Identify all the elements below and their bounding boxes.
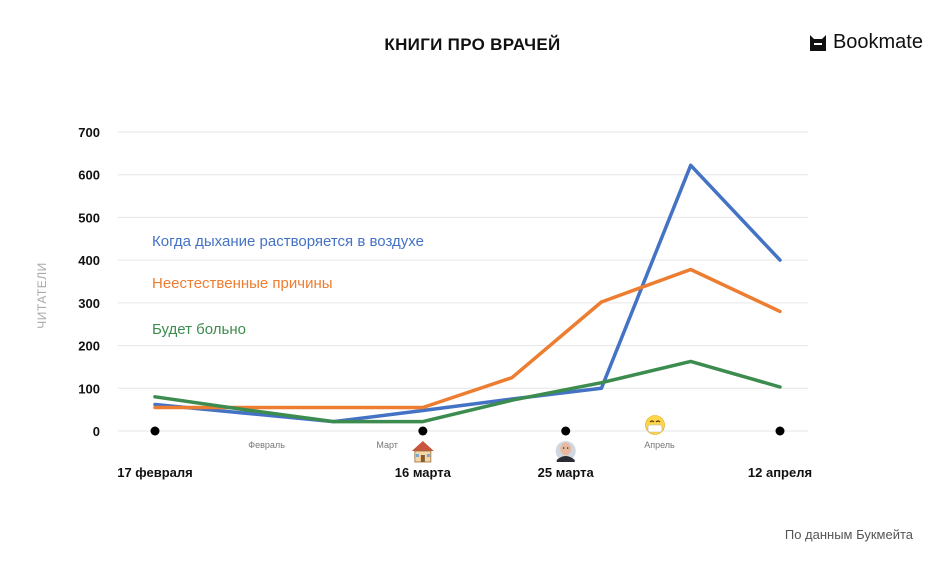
chart-title: КНИГИ ПРО ВРАЧЕЙ xyxy=(384,35,561,54)
brand-name: Bookmate xyxy=(832,31,923,53)
y-tick-label: 500 xyxy=(78,210,100,225)
y-tick-label: 700 xyxy=(78,125,100,140)
y-axis-label: ЧИТАТЕЛИ xyxy=(35,262,49,328)
bookmate-logo[interactable]: Bookmate xyxy=(809,31,923,54)
y-tick-label: 100 xyxy=(78,381,100,396)
date-label: 12 апреля xyxy=(748,465,812,480)
date-marker xyxy=(561,426,571,436)
month-label: Февраль xyxy=(248,440,285,450)
series-line xyxy=(153,267,782,410)
y-tick-label: 200 xyxy=(78,339,100,354)
date-marker xyxy=(418,426,428,436)
y-tick-label: 600 xyxy=(78,168,100,183)
y-tick-label: 300 xyxy=(78,296,100,311)
putin-portrait-icon xyxy=(555,441,576,462)
date-marker xyxy=(150,426,160,436)
date-marker xyxy=(775,426,785,436)
legend-entry: Когда дыхание растворяется в воздухе xyxy=(152,233,424,250)
month-label: Апрель xyxy=(644,440,675,450)
data-source-note: По данным Букмейта xyxy=(784,527,913,542)
y-tick-label: 0 xyxy=(93,424,100,439)
date-label: 17 февраля xyxy=(117,465,193,480)
date-label: 16 марта xyxy=(395,465,452,480)
series-line xyxy=(153,163,782,424)
series-line xyxy=(153,359,782,424)
y-tick-label: 400 xyxy=(78,253,100,268)
legend-entry: Будет больно xyxy=(152,321,246,338)
date-label: 25 марта xyxy=(538,465,595,480)
house-icon xyxy=(411,441,434,463)
bookmate-cat-icon xyxy=(809,34,826,51)
legend-entry: Неестественные причины xyxy=(152,275,333,292)
month-label: Март xyxy=(376,440,398,450)
face-with-mask-icon xyxy=(645,415,665,435)
